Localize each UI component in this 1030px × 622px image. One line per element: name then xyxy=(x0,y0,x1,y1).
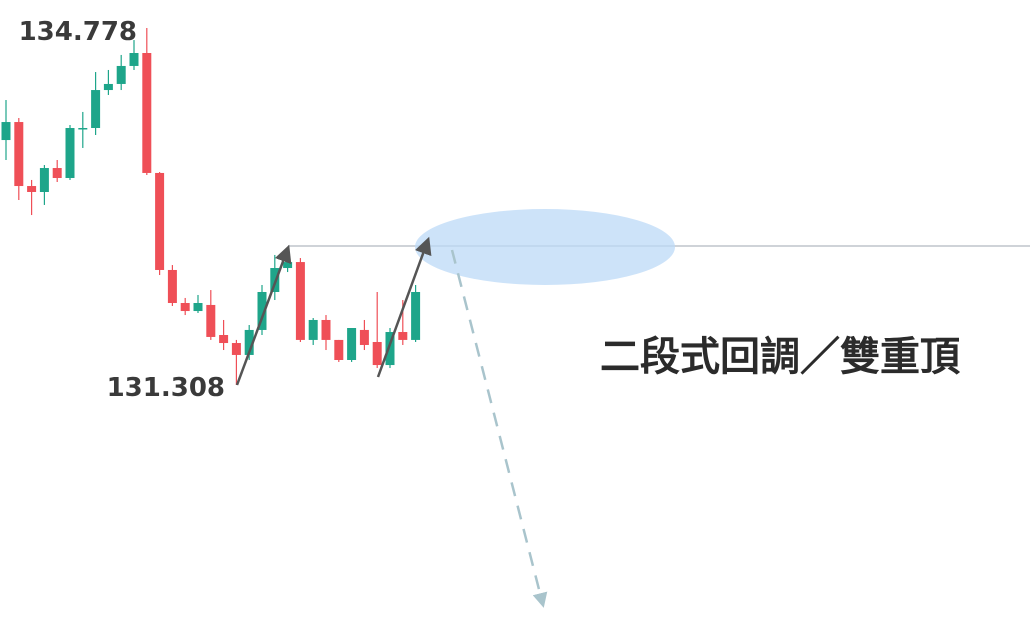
candle-body xyxy=(78,128,88,130)
candle-body xyxy=(398,332,408,340)
candle-body xyxy=(180,303,190,312)
candle-body xyxy=(116,65,126,84)
candle-body xyxy=(52,168,62,179)
dashed-arrow xyxy=(450,249,548,608)
zone xyxy=(415,209,675,285)
candle-body xyxy=(193,303,203,312)
candle-body xyxy=(27,186,37,192)
candle-body xyxy=(283,262,293,269)
candle-body xyxy=(372,341,382,366)
candle-body xyxy=(321,319,331,340)
candle-body xyxy=(244,329,254,355)
candle-body xyxy=(206,304,216,337)
candle-body xyxy=(91,90,101,129)
low-label: 131.308 xyxy=(107,373,225,403)
candle-body xyxy=(167,269,177,304)
candle-body xyxy=(411,291,421,340)
candle-body xyxy=(308,319,318,340)
candle-body xyxy=(129,53,139,66)
candle-body xyxy=(295,262,305,340)
candle-body xyxy=(385,332,395,366)
candle-body xyxy=(257,291,267,330)
candle-body xyxy=(103,83,113,91)
arrow xyxy=(376,236,432,378)
candle-body xyxy=(155,172,165,270)
candles xyxy=(1,28,1030,385)
candle-body xyxy=(231,343,241,355)
candle-body xyxy=(359,329,369,345)
candle-body xyxy=(219,334,229,344)
arrow xyxy=(235,244,292,386)
chart-title: 二段式回調／雙重頂 xyxy=(600,334,961,380)
candle-body xyxy=(65,128,75,179)
high-label: 134.778 xyxy=(19,17,137,47)
candle-body xyxy=(14,122,24,187)
candle-body xyxy=(334,339,344,360)
candle-body xyxy=(142,53,152,173)
candle-body xyxy=(347,328,357,360)
candle-body xyxy=(1,122,11,141)
candle-body xyxy=(39,168,49,192)
